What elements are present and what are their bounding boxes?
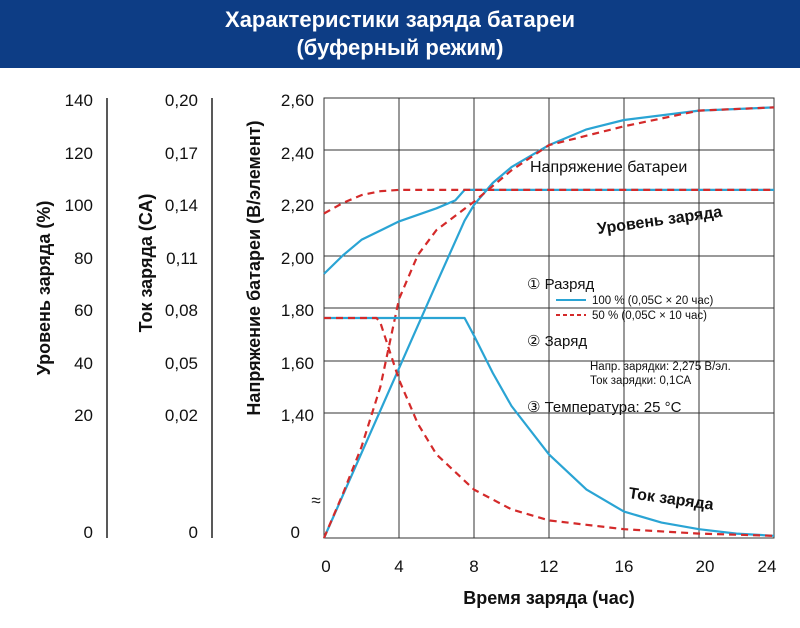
voltage-tick: 1,60 bbox=[281, 354, 314, 373]
x-tick: 20 bbox=[696, 557, 715, 576]
current-ticks: 0,20 0,17 0,14 0,11 0,08 0,05 0,02 0 bbox=[165, 91, 198, 542]
legend: ① Разряд 100 % (0,05С × 20 час) 50 % (0,… bbox=[527, 276, 731, 416]
chart-title-line1: Характеристики заряда батареи bbox=[225, 7, 575, 32]
charge-level-solid-series-line bbox=[322, 106, 775, 539]
current-tick: 0 bbox=[189, 523, 198, 542]
charge-level-ticks: 140 120 100 80 60 40 20 0 bbox=[65, 91, 93, 542]
voltage-ticks: 2,60 2,40 2,20 2,00 1,80 1,60 1,40 0 bbox=[281, 91, 314, 542]
current-tick: 0,14 bbox=[165, 196, 198, 215]
x-tick: 24 bbox=[758, 557, 777, 576]
legend-discharge-50: 50 % (0,05С × 10 час) bbox=[592, 310, 707, 322]
current-curve-label: Ток заряда bbox=[627, 485, 714, 514]
current-tick: 0,17 bbox=[165, 144, 198, 163]
legend-discharge-100: 100 % (0,05С × 20 час) bbox=[592, 295, 714, 307]
voltage-curve-label: Напряжение батареи bbox=[530, 159, 687, 176]
chart-title-bar: Характеристики заряда батареи (буферный … bbox=[0, 0, 800, 68]
current-solid-series-line bbox=[324, 316, 775, 537]
current-tick: 0,05 bbox=[165, 354, 198, 373]
charge-level-tick: 0 bbox=[84, 523, 93, 542]
voltage-dashed-series-line bbox=[323, 188, 774, 215]
current-tick: 0,11 bbox=[166, 249, 198, 268]
x-tick: 8 bbox=[469, 557, 478, 576]
charge-level-tick: 40 bbox=[74, 354, 93, 373]
voltage-axis-label: Напряжение батареи (В/элемент) bbox=[244, 120, 264, 415]
charge-level-axis-label: Уровень заряда (%) bbox=[34, 201, 54, 376]
charge-level-tick: 100 bbox=[65, 196, 93, 215]
legend-discharge-title: ① Разряд bbox=[527, 276, 594, 293]
current-tick: 0,02 bbox=[165, 406, 198, 425]
axis-break-mark: ≈ bbox=[311, 491, 320, 510]
charge-level-tick: 20 bbox=[74, 406, 93, 425]
charge-level-curve-label: Уровень заряда bbox=[596, 204, 723, 238]
current-axis-label: Ток заряда (СА) bbox=[136, 194, 156, 333]
x-tick: 0 bbox=[321, 557, 330, 576]
voltage-tick: 0 bbox=[291, 523, 300, 542]
voltage-tick: 1,80 bbox=[281, 301, 314, 320]
current-dashed-series-line bbox=[324, 316, 775, 537]
current-tick: 0,20 bbox=[165, 91, 198, 110]
charge-level-tick: 80 bbox=[74, 249, 93, 268]
x-tick: 16 bbox=[615, 557, 634, 576]
charge-level-tick: 120 bbox=[65, 144, 93, 163]
legend-charge-current: Ток зарядки: 0,1СА bbox=[590, 375, 692, 387]
legend-temperature: ③ Температура: 25 °С bbox=[527, 399, 682, 416]
chart-title-line2: (буферный режим) bbox=[296, 35, 504, 60]
charge-level-tick: 60 bbox=[74, 301, 93, 320]
charge-level-dashed-series-line bbox=[322, 106, 775, 539]
voltage-tick: 2,60 bbox=[281, 91, 314, 110]
legend-charge-title: ② Заряд bbox=[527, 333, 587, 350]
voltage-tick: 1,40 bbox=[281, 406, 314, 425]
x-tick: 4 bbox=[394, 557, 403, 576]
series-layer bbox=[322, 106, 775, 539]
voltage-tick: 2,40 bbox=[281, 144, 314, 163]
current-tick: 0,08 bbox=[165, 301, 198, 320]
x-ticks: 0 4 8 12 16 20 24 bbox=[321, 557, 776, 576]
x-axis-label: Время заряда (час) bbox=[463, 588, 634, 608]
x-tick: 12 bbox=[540, 557, 559, 576]
voltage-tick: 2,20 bbox=[281, 196, 314, 215]
charge-level-tick: 140 bbox=[65, 91, 93, 110]
legend-charge-voltage: Напр. зарядки: 2,275 В/эл. bbox=[590, 361, 731, 373]
voltage-tick: 2,00 bbox=[281, 249, 314, 268]
